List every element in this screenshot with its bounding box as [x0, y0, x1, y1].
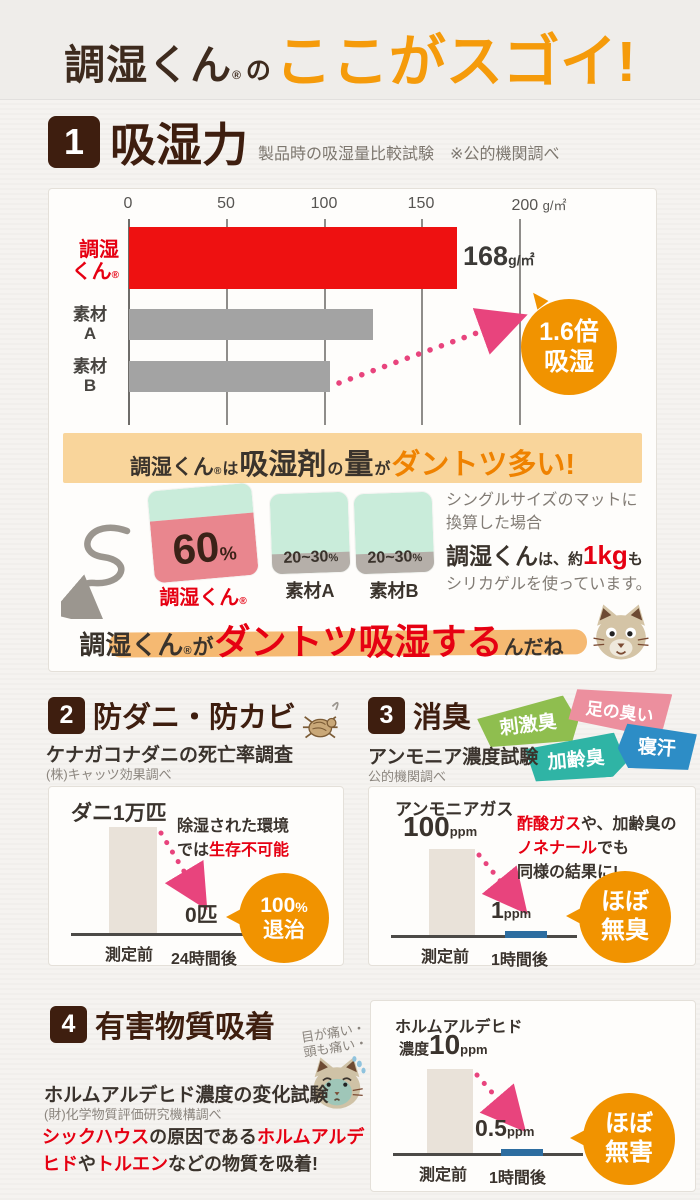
mat-label-b: 素材B — [369, 581, 419, 601]
section-3-header: 3 消臭 — [368, 694, 471, 736]
tick-50: 50 — [217, 195, 235, 212]
swirl-arrow-doodle — [61, 524, 131, 619]
mite-chart-panel: ダニ1万匹 0匹 測定前 24時間後 除湿された環境 では生存不可能 100% … — [48, 786, 344, 968]
mite-x1: 測定前 — [105, 947, 154, 964]
section-3-title: 消臭 — [413, 702, 472, 734]
formaldehyde-x1: 測定前 — [419, 1167, 468, 1184]
section-2-number: 2 — [48, 696, 85, 734]
badge-100-taiji: 100% 退治 — [226, 873, 329, 963]
mat-percent-a: 20~30% — [283, 548, 339, 567]
brand-name: 調湿くん® — [64, 42, 242, 88]
badge-hobo-mushu: ほぼ 無臭 — [566, 871, 671, 963]
badge-tail — [566, 907, 581, 924]
mat-label-a: 素材A — [285, 581, 335, 601]
section-2-sub: ケナガコナダニの死亡率調査 — [46, 745, 294, 766]
ammonia-end-label: 1ppm — [491, 897, 532, 923]
conclusion-phrase: 調湿くん® が ダントツ吸湿する んだね — [49, 604, 656, 665]
mite-icon — [302, 701, 339, 739]
section-2-header: 2 防ダニ・防カビ — [48, 694, 296, 736]
section-4-description: シックハウスの原因であるホルムアルデヒドやトルエンなどの物質を吸着! — [42, 1127, 365, 1174]
tick-100: 100 — [310, 195, 338, 212]
section-4-number: 4 — [50, 1005, 87, 1043]
formaldehyde-after-bar — [501, 1149, 543, 1156]
formaldehyde-start-value: 濃度10ppm — [399, 1029, 488, 1060]
sick-cat-icon — [311, 1056, 366, 1109]
section-2-source: (株)キャッツ効果調べ — [46, 767, 172, 782]
section-1-header: 1 吸湿力 製品時の吸湿量比較試験 ※公的機関調べ — [48, 116, 559, 168]
mat-percent-60: 60% — [170, 522, 238, 574]
row-label-material-a: 素材 A — [73, 305, 107, 343]
ammonia-note: 酢酸ガスや、加齢臭の ノネナールでも 同様の結果に! — [517, 816, 677, 881]
formaldehyde-chart-panel: ホルムアルデヒド 濃度10ppm 0.5ppm 測定前 1時間後 ほぼ 無害 — [370, 1000, 696, 1192]
mat-silicagel-fill: 60% — [149, 512, 259, 584]
ammonia-axis — [391, 935, 577, 938]
mite-end-label: 0匹 — [185, 904, 218, 927]
mat-percent-b: 20~30% — [367, 548, 423, 567]
mite-start-label: ダニ1万匹 — [71, 802, 167, 825]
row-label-choshitsukun: 調湿 くん® — [71, 239, 119, 283]
ammonia-x2: 1時間後 — [491, 952, 548, 969]
formaldehyde-axis — [393, 1153, 583, 1156]
header-particle: の — [245, 57, 271, 85]
single-size-note: シングルサイズのマットに 換算した場合 調湿くんは、約1kgも シリカゲルを使っ… — [446, 492, 652, 593]
ammonia-start-value: 100ppm — [403, 811, 478, 842]
header: 調湿くん® の ここがスゴイ! — [0, 0, 700, 100]
ammonia-chart-panel: アンモニアガス 100ppm 1ppm 測定前 1時間後 酢酸ガスや、加齢臭の … — [368, 786, 696, 969]
section-4-header: 4 有害物質吸着 — [50, 1002, 275, 1046]
section-1-title: 吸湿力 — [110, 119, 248, 171]
mat-choshitsukun: 60% — [147, 482, 259, 584]
section-3-sub: アンモニア濃度試験 — [368, 747, 539, 768]
mite-before-bar — [109, 827, 157, 933]
section-1-number: 1 — [48, 116, 100, 168]
section-1-note: 製品時の吸湿量比較試験 ※公的機関調べ — [258, 146, 560, 163]
formaldehyde-start-label: ホルムアルデヒド — [395, 1019, 523, 1036]
mite-x2: 24時間後 — [171, 951, 237, 968]
mat-label-choshitsukun: 調湿くん® — [159, 587, 247, 609]
ammonia-start-label: アンモニアガス — [395, 800, 514, 819]
badge-tail — [570, 1129, 585, 1146]
badge-tail — [226, 909, 241, 925]
registered-mark: ® — [232, 68, 242, 82]
badge-hobo-mugai: ほぼ 無害 — [570, 1093, 675, 1185]
tick-200: 200 g/㎡ — [511, 197, 567, 214]
section-4-sub: ホルムアルデヒド濃度の変化試験 — [44, 1085, 329, 1106]
bar-choshitsukun — [129, 227, 458, 289]
section-3-source: 公的機関調べ — [368, 769, 447, 784]
mite-axis — [71, 933, 243, 936]
formaldehyde-before-bar — [427, 1069, 473, 1153]
ammonia-x1: 測定前 — [421, 949, 470, 966]
badge-1-6x: 1.6倍 吸湿 — [521, 288, 617, 395]
formaldehyde-end-label: 0.5ppm — [475, 1115, 535, 1141]
ammonia-before-bar — [429, 849, 475, 935]
section-4-title: 有害物質吸着 — [95, 1011, 275, 1044]
mite-note: 除湿された環境 では生存不可能 — [177, 818, 290, 859]
tick-0: 0 — [123, 195, 133, 212]
mat-material-b: 20~30% — [353, 491, 435, 575]
section-3-number: 3 — [368, 696, 405, 734]
header-catchphrase: ここがスゴイ! — [274, 30, 636, 94]
bar-material-b — [129, 361, 331, 392]
row-label-material-b: 素材 B — [73, 357, 107, 395]
tick-150: 150 — [407, 195, 435, 212]
formaldehyde-x2: 1時間後 — [489, 1170, 546, 1187]
happy-cat-icon — [593, 604, 649, 660]
section-4-source: (財)化学物質評価研究機構調べ — [44, 1107, 222, 1122]
badge-tail — [527, 288, 549, 310]
mat-material-a: 20~30% — [269, 491, 351, 575]
bar-material-a — [129, 309, 374, 340]
value-label-168: 168g/㎡ — [463, 241, 535, 271]
section-2-title: 防ダニ・防カビ — [93, 702, 297, 734]
ammonia-after-bar — [505, 931, 547, 938]
banner-dantotsu: 調湿くん® は 吸湿剤 の 量 が ダントツ多い! — [63, 433, 642, 483]
moisture-chart-panel: 0 50 100 150 200 g/㎡ 調湿 くん® 168g/㎡ 素材 A 素… — [48, 188, 657, 672]
